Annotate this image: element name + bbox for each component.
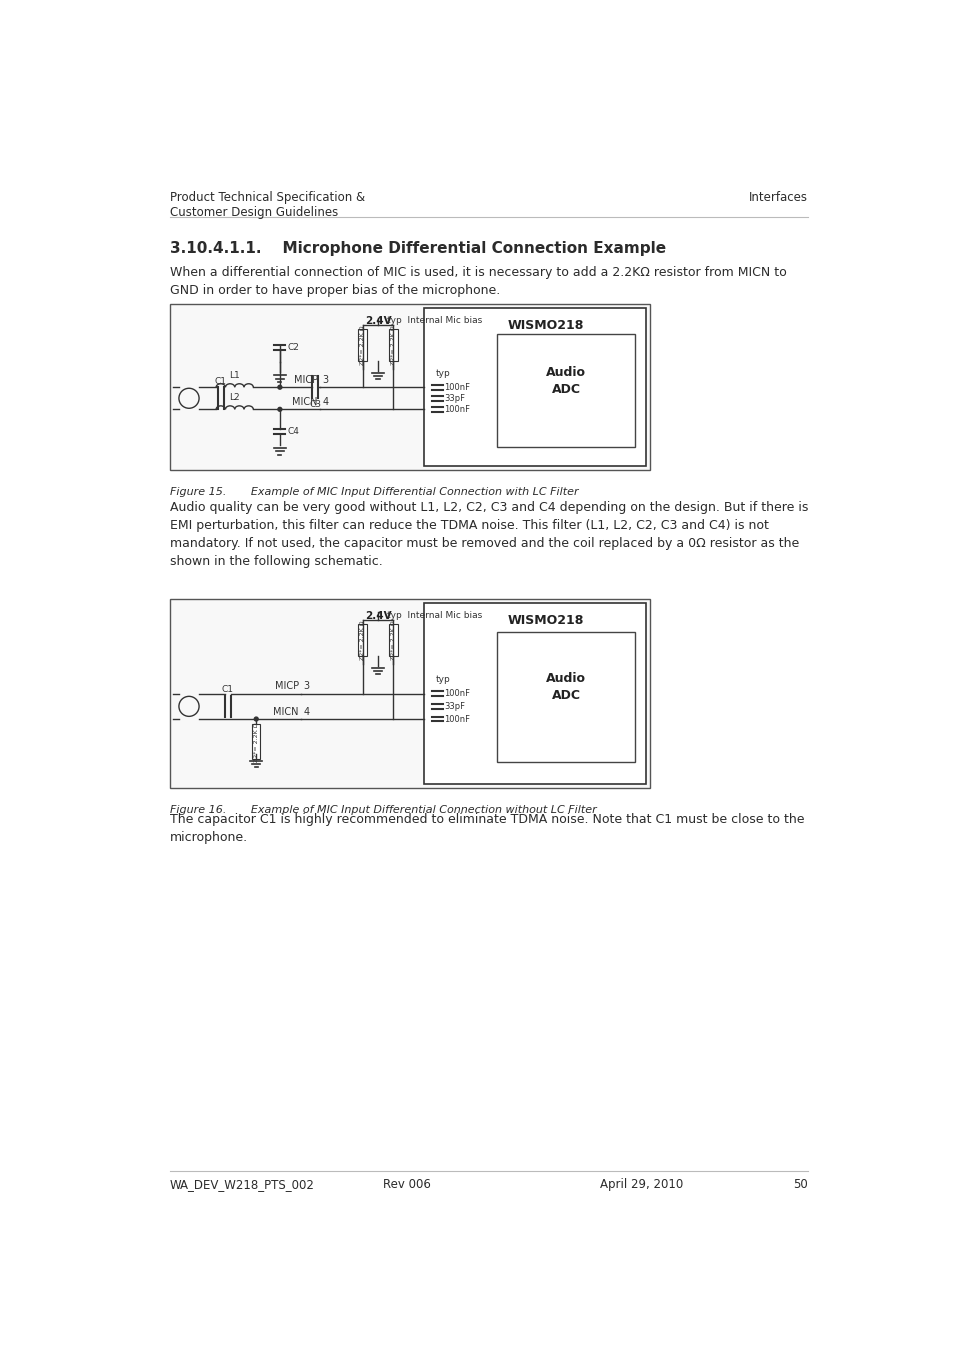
Text: 4: 4: [322, 397, 328, 406]
Text: L2: L2: [229, 393, 240, 402]
Text: Interfaces: Interfaces: [748, 192, 807, 204]
Text: C2: C2: [287, 343, 299, 352]
Text: C1: C1: [222, 684, 233, 694]
Text: MICN: MICN: [273, 706, 298, 717]
Text: L1: L1: [229, 371, 240, 381]
Bar: [358, 624, 367, 656]
Text: 50: 50: [793, 1179, 807, 1192]
FancyBboxPatch shape: [170, 305, 649, 470]
Text: The capacitor C1 is highly recommended to eliminate TDMA noise. Note that C1 mus: The capacitor C1 is highly recommended t…: [170, 813, 803, 844]
Text: Z2*= 2.2K Ω: Z2*= 2.2K Ω: [391, 325, 395, 364]
Text: typ: typ: [436, 675, 450, 684]
Text: MICP: MICP: [274, 682, 298, 691]
Text: MICN: MICN: [292, 397, 317, 406]
Text: 3: 3: [303, 682, 310, 691]
Text: 100nF: 100nF: [444, 714, 470, 724]
FancyBboxPatch shape: [497, 632, 635, 763]
Text: Z2*= 2.2K Ω: Z2*= 2.2K Ω: [253, 722, 258, 761]
Bar: [252, 725, 260, 759]
Text: 100nF: 100nF: [444, 383, 470, 392]
Text: WISMO218: WISMO218: [508, 614, 584, 626]
Bar: [358, 329, 367, 362]
FancyBboxPatch shape: [170, 599, 649, 788]
Text: When a differential connection of MIC is used, it is necessary to add a 2.2KΩ re: When a differential connection of MIC is…: [170, 266, 785, 297]
Circle shape: [277, 385, 281, 389]
Bar: [389, 329, 397, 362]
Text: Figure 16.       Example of MIC Input Differential Connection without LC Filter: Figure 16. Example of MIC Input Differen…: [170, 805, 596, 815]
Text: Figure 15.       Example of MIC Input Differential Connection with LC Filter: Figure 15. Example of MIC Input Differen…: [170, 487, 578, 497]
Text: 100nF: 100nF: [444, 405, 470, 414]
Text: Audio
ADC: Audio ADC: [546, 366, 586, 397]
Text: typ  Internal Mic bias: typ Internal Mic bias: [386, 316, 481, 325]
Text: MICP: MICP: [294, 375, 317, 385]
Text: typ  Internal Mic bias: typ Internal Mic bias: [386, 612, 481, 620]
Text: April 29, 2010: April 29, 2010: [599, 1179, 682, 1192]
Text: C1: C1: [214, 377, 227, 386]
Text: 3.10.4.1.1.    Microphone Differential Connection Example: 3.10.4.1.1. Microphone Differential Conn…: [170, 240, 665, 255]
Text: Audio
ADC: Audio ADC: [546, 672, 586, 702]
Text: 33pF: 33pF: [444, 394, 465, 402]
Text: 100nF: 100nF: [444, 690, 470, 698]
Text: 4: 4: [303, 706, 310, 717]
Text: Z2*= 2.2K Ω: Z2*= 2.2K Ω: [359, 621, 365, 660]
Text: Rev 006: Rev 006: [382, 1179, 430, 1192]
Text: 2.4V: 2.4V: [365, 612, 391, 621]
Text: WISMO218: WISMO218: [508, 319, 584, 332]
Text: Z2*= 2.2K Ω: Z2*= 2.2K Ω: [391, 621, 395, 660]
Text: 3: 3: [322, 375, 328, 385]
Bar: [389, 624, 397, 656]
Circle shape: [254, 717, 258, 721]
Text: C4: C4: [287, 427, 299, 436]
Text: Product Technical Specification &
Customer Design Guidelines: Product Technical Specification & Custom…: [170, 192, 364, 219]
Text: C3: C3: [309, 400, 321, 409]
FancyBboxPatch shape: [424, 308, 645, 466]
FancyBboxPatch shape: [497, 333, 635, 447]
Text: WA_DEV_W218_PTS_002: WA_DEV_W218_PTS_002: [170, 1179, 314, 1192]
Text: typ: typ: [436, 369, 450, 378]
Text: Audio quality can be very good without L1, L2, C2, C3 and C4 depending on the de: Audio quality can be very good without L…: [170, 501, 807, 568]
FancyBboxPatch shape: [424, 603, 645, 784]
Text: 33pF: 33pF: [444, 702, 465, 711]
Circle shape: [277, 408, 281, 412]
Text: 2.4V: 2.4V: [365, 316, 391, 325]
Text: Z2*= 2.2K Ω: Z2*= 2.2K Ω: [359, 325, 365, 364]
